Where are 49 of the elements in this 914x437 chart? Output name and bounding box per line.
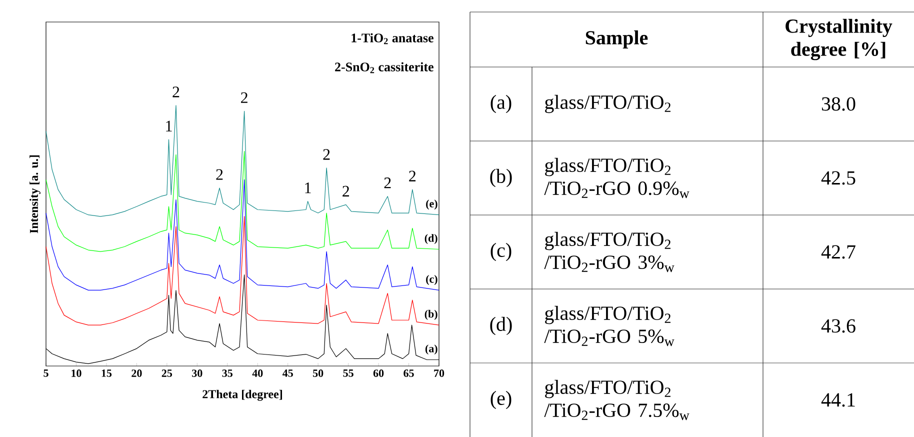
text: 44.1 [821, 393, 855, 407]
category-label: (b) [490, 168, 512, 188]
annotation: 2 [172, 86, 180, 98]
text: glass/FTO/TiO$_{2}$ /TiO$_{2}$-rGO 0.9%$_{w}$ [544, 158, 690, 198]
text: glass/FTO/TiO$_{2}$ /TiO$_{2}$-rGO 5%$_{w}$ [544, 306, 674, 346]
annotation: 2 [342, 186, 350, 196]
x-tick-label: 40 [252, 370, 263, 377]
x-tick-label: 5 [44, 370, 48, 377]
annotation: 2 [409, 170, 416, 182]
category-label: (a) [490, 94, 512, 114]
text: glass/FTO/TiO$_{2}$ [545, 94, 670, 114]
series-label: (a) [425, 344, 438, 355]
series-label: (d) [424, 234, 438, 244]
annotation: 1 [166, 120, 172, 132]
x-tick-label: 50 [313, 370, 324, 377]
text: Sample [586, 30, 648, 49]
x-tick-label: 60 [373, 370, 384, 377]
annotation: 1 [305, 182, 311, 194]
x-tick-label: 55 [343, 370, 354, 377]
x-tick-label: 15 [102, 370, 112, 377]
text: 2-SnO$_{2}$ cassiterite [335, 62, 434, 74]
category-label: (c) [490, 242, 512, 262]
annotation: 2 [384, 178, 391, 188]
annotation: 2 [323, 149, 330, 160]
text: 1-TiO$_{2}$ anatase [352, 33, 434, 44]
x-tick-label: 10 [72, 370, 82, 377]
category-label: (d) [490, 316, 512, 336]
x-tick-label: 30 [192, 370, 202, 377]
x-tick-label: 45 [282, 370, 293, 377]
category-label: (e) [490, 390, 512, 410]
text: 43.6 [821, 319, 856, 333]
text: 42.7 [821, 245, 856, 259]
y-axis-title: Intensity [a. u.] [30, 155, 40, 234]
x-tick-label: 25 [162, 370, 172, 377]
text: glass/FTO/TiO$_{2}$ /TiO$_{2}$-rGO 7.5%$_{w}$ [544, 380, 690, 420]
x-tick-label: 35 [222, 370, 232, 377]
text: 38.0 [822, 97, 856, 111]
annotation: 2 [241, 92, 248, 103]
x-tick-label: 65 [404, 370, 414, 377]
series-label: (b) [424, 310, 438, 320]
x-axis-title: 2Theta [degree] [202, 390, 282, 401]
x-tick-label: 20 [132, 370, 142, 377]
x-tick-label: 70 [434, 370, 444, 377]
series-label: (c) [426, 275, 438, 285]
series-label: (e) [426, 200, 438, 210]
text: 42.5 [821, 171, 856, 185]
annotation: 2 [216, 169, 223, 180]
text: Crystallinity degree [%] [786, 18, 892, 60]
text: glass/FTO/TiO$_{2}$ /TiO$_{2}$-rGO 3%$_{w}$ [544, 232, 674, 272]
